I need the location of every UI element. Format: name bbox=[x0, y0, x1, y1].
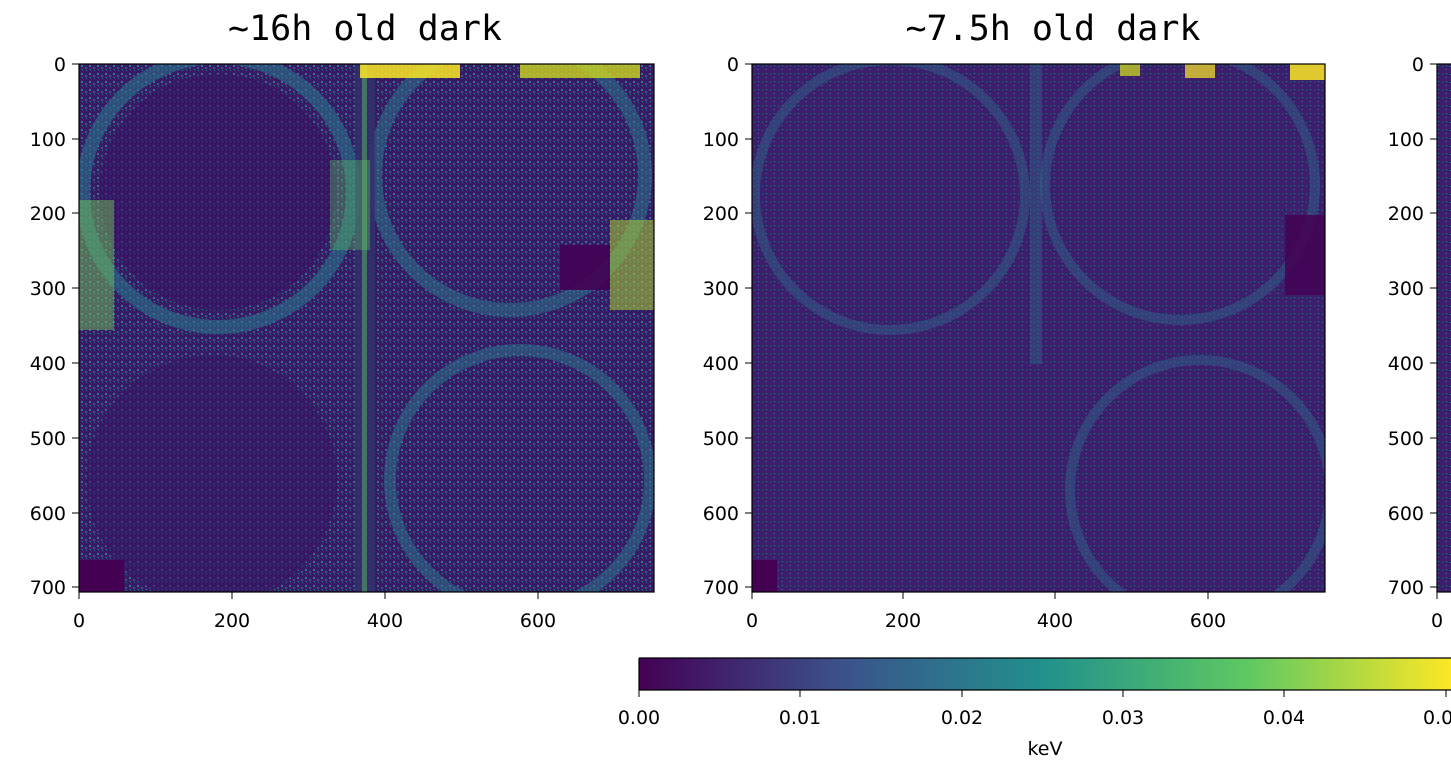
y-tick-label: 400 bbox=[703, 353, 739, 375]
y-tick-label: 400 bbox=[1388, 353, 1424, 375]
colorbar-tick-label: 0.01 bbox=[779, 707, 821, 729]
x-tick-label: 0 bbox=[73, 610, 85, 632]
y-tick-label: 700 bbox=[1388, 577, 1424, 599]
x-axis: 0 200 400 600 bbox=[73, 592, 556, 632]
colorbar-tick-label: 0.0 bbox=[1423, 707, 1451, 729]
y-tick-label: 300 bbox=[1388, 278, 1424, 300]
y-tick-label: 300 bbox=[30, 278, 66, 300]
colorbar-gradient bbox=[639, 658, 1451, 690]
colorbar-tick-label: 0.04 bbox=[1263, 707, 1305, 729]
panel-7-5h: ~7.5h old dark 0 100 200 300 400 500 600… bbox=[703, 9, 1326, 632]
y-tick-label: 100 bbox=[703, 129, 739, 151]
x-tick-label: 600 bbox=[520, 610, 556, 632]
y-tick-label: 400 bbox=[30, 353, 66, 375]
x-axis: 0 bbox=[1431, 592, 1443, 632]
y-tick-label: 500 bbox=[30, 428, 66, 450]
panel-title: ~16h old dark bbox=[228, 9, 502, 49]
x-tick-label: 400 bbox=[1037, 610, 1073, 632]
x-tick-label: 600 bbox=[1190, 610, 1226, 632]
y-axis: 0 100 200 300 400 500 600 700 bbox=[30, 54, 79, 599]
x-tick-label: 200 bbox=[214, 610, 250, 632]
panel-third-cropped: 0 100 200 300 400 500 600 700 0 bbox=[1388, 54, 1451, 632]
y-tick-label: 200 bbox=[703, 203, 739, 225]
colorbar-tick-label: 0.00 bbox=[618, 707, 660, 729]
y-tick-label: 200 bbox=[30, 203, 66, 225]
y-tick-label: 700 bbox=[30, 577, 66, 599]
y-tick-label: 0 bbox=[1412, 54, 1424, 76]
y-tick-label: 700 bbox=[703, 577, 739, 599]
y-tick-label: 0 bbox=[54, 54, 66, 76]
colorbar-tick-label: 0.03 bbox=[1102, 707, 1144, 729]
y-tick-label: 200 bbox=[1388, 203, 1424, 225]
x-tick-label: 200 bbox=[885, 610, 921, 632]
y-axis: 0 100 200 300 400 500 600 700 bbox=[1388, 54, 1437, 599]
colorbar-tick-label: 0.02 bbox=[941, 707, 983, 729]
panel-title: ~7.5h old dark bbox=[905, 9, 1200, 49]
panel-16h: ~16h old dark 0 100 200 300 400 500 bbox=[30, 9, 655, 632]
y-tick-label: 600 bbox=[703, 503, 739, 525]
y-tick-label: 100 bbox=[1388, 129, 1424, 151]
x-tick-label: 0 bbox=[746, 610, 758, 632]
colorbar: 0.00 0.01 0.02 0.03 0.04 0.0 keV bbox=[618, 657, 1451, 760]
x-axis: 0 200 400 600 bbox=[746, 592, 1226, 632]
axes-frame bbox=[751, 63, 1326, 593]
y-axis: 0 100 200 300 400 500 600 700 bbox=[703, 54, 752, 599]
y-tick-label: 500 bbox=[1388, 428, 1424, 450]
x-tick-label: 400 bbox=[367, 610, 403, 632]
x-tick-label: 0 bbox=[1431, 610, 1443, 632]
y-tick-label: 500 bbox=[703, 428, 739, 450]
y-tick-label: 100 bbox=[30, 129, 66, 151]
y-tick-label: 600 bbox=[1388, 503, 1424, 525]
y-tick-label: 300 bbox=[703, 278, 739, 300]
heatmap-image bbox=[79, 64, 654, 592]
heatmap-image bbox=[752, 64, 1325, 592]
axes-frame bbox=[78, 63, 655, 593]
heatmap-image bbox=[1437, 64, 1451, 592]
colorbar-label: keV bbox=[1027, 738, 1062, 760]
y-tick-label: 0 bbox=[727, 54, 739, 76]
y-tick-label: 600 bbox=[30, 503, 66, 525]
